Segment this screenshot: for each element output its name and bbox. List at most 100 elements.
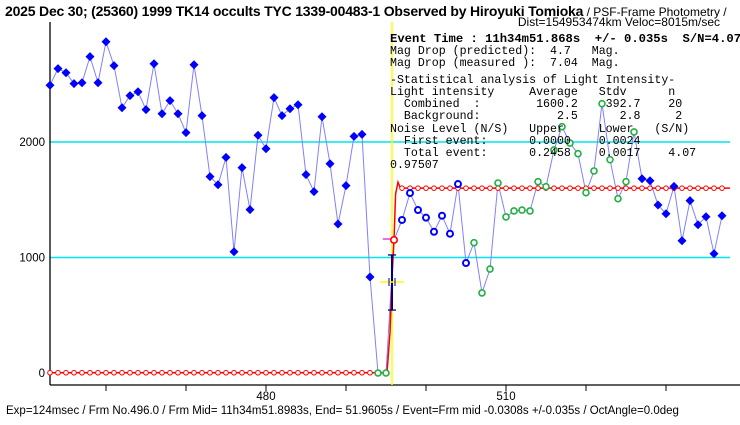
model-point (463, 185, 469, 191)
model-point (559, 185, 565, 191)
data-point (333, 219, 343, 229)
model-point (695, 185, 701, 191)
model-point (111, 369, 117, 376)
data-point (253, 130, 263, 140)
data-point (470, 238, 478, 247)
data-point (229, 247, 239, 257)
data-point (430, 227, 438, 236)
model-point (535, 185, 541, 191)
data-point (245, 205, 255, 215)
data-point (574, 149, 582, 158)
model-point (647, 185, 653, 191)
model-point (271, 369, 277, 376)
model-point (511, 185, 517, 191)
model-point (287, 369, 293, 376)
model-point (311, 369, 317, 376)
model-point (479, 185, 485, 191)
model-point (239, 369, 245, 376)
stat-header: Light intensity Average Stdv n (390, 86, 676, 100)
data-point (398, 215, 406, 224)
data-point (454, 180, 462, 189)
data-point (221, 152, 231, 162)
model-point (439, 185, 445, 191)
chart-title: 2025 Dec 30; (25360) 1999 TK14 occults T… (5, 3, 727, 19)
data-point (446, 229, 454, 238)
data-point (93, 78, 103, 88)
model-point (319, 369, 325, 376)
data-point (285, 104, 295, 114)
data-point (365, 272, 375, 282)
data-point (149, 59, 159, 69)
model-point (623, 185, 629, 191)
data-point (414, 206, 422, 215)
data-point (502, 213, 510, 221)
data-point (709, 249, 719, 259)
data-point (630, 128, 638, 136)
data-point (534, 177, 542, 186)
data-point (422, 213, 430, 222)
data-point (406, 189, 414, 198)
y-tick-label: 0 (39, 368, 45, 380)
data-point (637, 174, 647, 184)
data-point (165, 96, 175, 106)
model-point (575, 185, 581, 191)
model-point (151, 369, 157, 376)
model-point (95, 369, 101, 376)
model-point (367, 369, 373, 376)
model-point (639, 185, 645, 191)
data-point (341, 181, 351, 191)
data-point (173, 109, 183, 119)
data-point (237, 163, 247, 173)
noise-header: Noise Level (N/S) Upper Lower (S/N) (390, 122, 690, 136)
data-point (189, 60, 199, 70)
data-point (317, 112, 327, 122)
data-point (542, 182, 550, 191)
model-point (519, 185, 525, 191)
data-point (478, 289, 486, 297)
data-point (382, 369, 390, 377)
model-point (599, 185, 605, 191)
model-point (135, 369, 141, 376)
model-point (63, 369, 69, 376)
model-point (711, 185, 717, 191)
model-point (687, 185, 693, 191)
model-point (79, 369, 85, 376)
model-point (503, 185, 509, 191)
model-point (303, 369, 309, 376)
model-point (159, 369, 165, 376)
data-point (205, 172, 215, 182)
model-point (607, 185, 613, 191)
data-point (389, 235, 398, 244)
data-point (582, 188, 590, 197)
model-point (423, 185, 429, 191)
model-point (663, 185, 669, 191)
model-point (191, 369, 197, 376)
model-point (359, 369, 365, 376)
data-point (45, 80, 55, 90)
model-point (343, 369, 349, 376)
data-point (486, 265, 494, 273)
model-point (231, 369, 237, 376)
title-method: / PSF-Frame Photometry / (583, 5, 727, 19)
model-point (655, 185, 661, 191)
stat-combined: Combined : 1600.2 392.7 20 (390, 98, 683, 112)
title-main: 2025 Dec 30; (25360) 1999 TK14 occults T… (5, 3, 584, 19)
model-point (591, 185, 597, 191)
model-point (431, 185, 437, 191)
data-point (518, 206, 526, 214)
model-point (119, 369, 125, 376)
model-line (50, 179, 730, 374)
stat-title: -Statistical analysis of Light Intensity… (390, 74, 676, 88)
data-point (645, 176, 655, 186)
model-point (527, 185, 533, 191)
data-point (61, 68, 71, 78)
model-point (471, 185, 477, 191)
model-point (399, 185, 405, 191)
data-point (677, 236, 687, 246)
model-point (127, 369, 133, 376)
model-point (55, 369, 61, 376)
data-point (693, 220, 703, 230)
data-point (349, 131, 359, 141)
model-point (87, 369, 93, 376)
